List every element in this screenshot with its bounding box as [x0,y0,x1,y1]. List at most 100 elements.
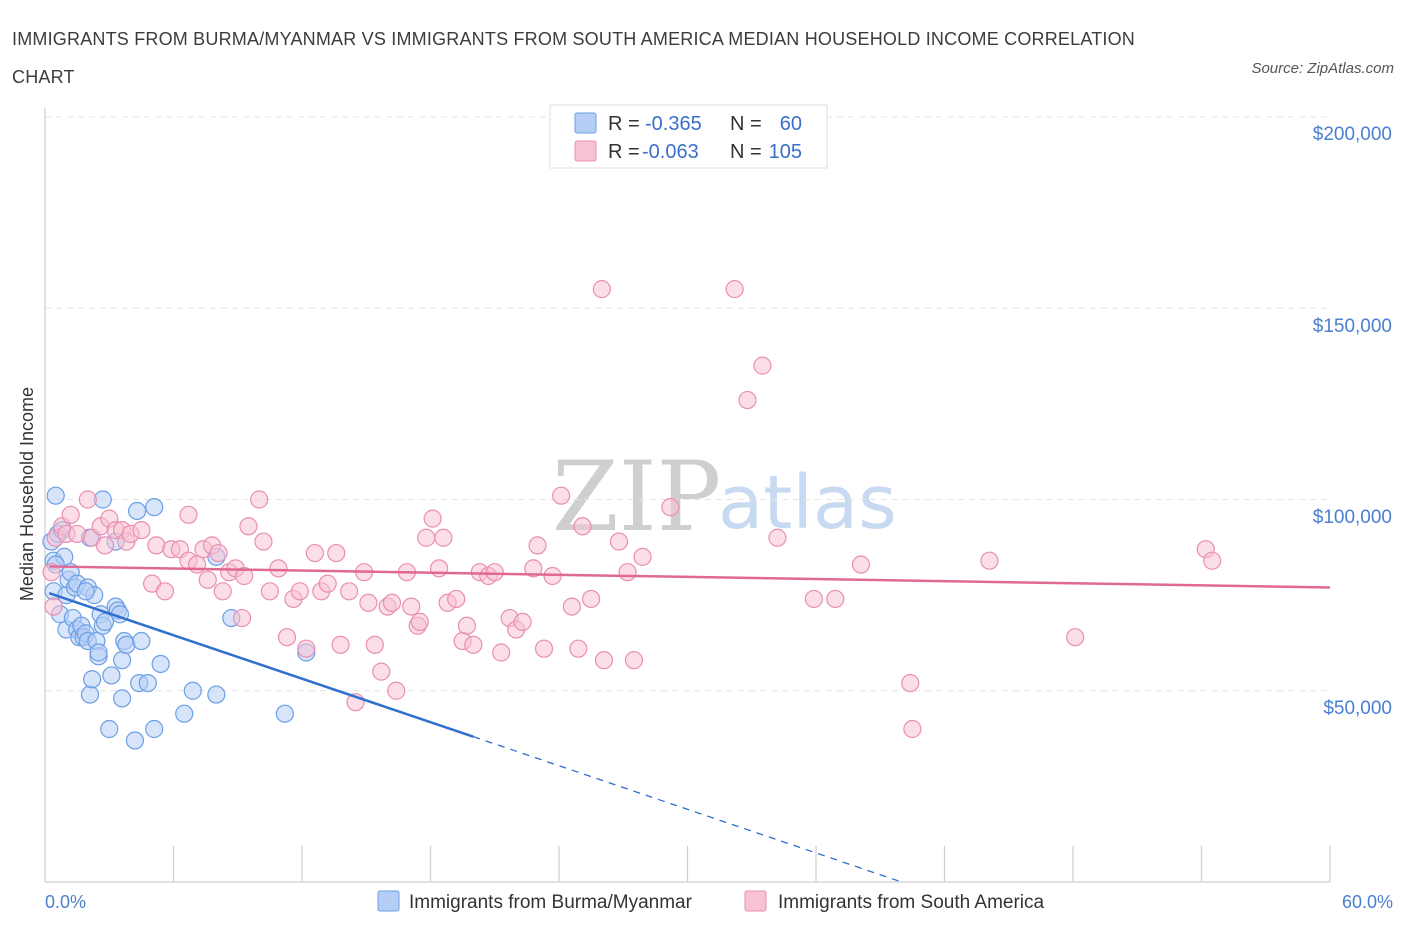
legend-n-value-2: 105 [769,141,802,163]
south-america-point-81 [552,486,571,505]
bottom-legend-swatch-burma [377,890,400,912]
south-america-point-63 [429,559,449,578]
data-points [42,280,1222,750]
south-america-point-56 [387,681,406,700]
south-america-point-26 [198,570,217,589]
south-america-point-100 [901,673,920,693]
watermark-atlas: atlas [718,460,897,546]
burma-point-47 [145,498,164,517]
south-america-point-60 [410,612,429,632]
south-america-point-62 [423,509,442,528]
south-america-point-88 [618,563,637,582]
south-america-point-58 [402,597,421,616]
south-america-point-103 [1066,628,1085,647]
south-america-point-55 [382,593,402,612]
burma-point-27 [89,643,108,662]
south-america-point-47 [331,635,350,654]
south-america-trend-line [49,565,1331,589]
burma-point-38 [112,651,132,670]
y-tick-label-100k: $100,000 [1313,507,1392,528]
south-america-point-91 [661,498,680,517]
legend-r-value-2: -0.063 [642,141,699,163]
south-america-point-99 [851,555,871,574]
legend-n-label-2: N = [730,141,762,163]
south-america-point-5 [61,505,80,524]
legend-r-value-1: -0.365 [645,113,702,135]
south-america-point-95 [804,589,823,609]
legend-r-label-2: R = [608,141,640,163]
y-tick-label-200k: $200,000 [1313,124,1392,145]
south-america-point-29 [213,582,232,601]
burma-point-46 [138,673,157,693]
south-america-point-10 [95,536,115,555]
south-america-point-51 [359,593,378,612]
y-axis-label: Median Household Income [17,387,37,601]
legend-swatch-south-america [574,140,597,162]
south-america-point-90 [633,547,652,566]
south-america-point-1 [44,597,63,616]
south-america-point-68 [457,616,477,635]
burma-point-42 [125,731,145,750]
legend-n-label-1: N = [730,113,762,135]
burma-point-33 [102,666,121,685]
south-america-point-48 [340,582,359,601]
burma-point-51 [183,681,202,700]
burma-point-52 [207,685,226,704]
burma-point-3 [46,486,65,505]
south-america-point-93 [725,280,744,299]
south-america-point-77 [524,559,543,578]
south-america-point-33 [235,566,254,586]
watermark-zip: ZIP [552,441,721,553]
burma-point-48 [145,719,164,739]
south-america-point-39 [277,628,297,647]
x-tick-label-min: 0.0% [45,892,86,912]
x-axis-ticks [172,846,1331,882]
south-america-point-85 [582,589,601,609]
burma-trend-extension [473,736,902,883]
burma-point-45 [132,631,151,651]
burma-point-41 [117,635,136,654]
south-america-point-18 [147,536,166,555]
south-america-point-28 [209,543,228,563]
south-america-point-78 [528,536,547,555]
south-america-point-89 [624,651,644,670]
south-america-point-36 [254,532,273,551]
south-america-point-84 [573,517,592,536]
series-legend: Immigrants from Burma/Myanmar Immigrants… [377,890,1045,913]
trend-lines [48,565,1331,883]
south-america-point-79 [534,639,554,658]
south-america-point-76 [513,612,532,632]
south-america-point-98 [826,589,845,609]
correlation-legend: R = -0.365 N = 60 R = -0.063 N = 105 [549,104,828,169]
burma-point-21 [80,685,100,704]
burma-point-55 [275,704,294,723]
legend-r-label-1: R = [608,113,640,135]
south-america-point-46 [327,543,346,563]
burma-point-32 [100,719,119,739]
south-america-point-32 [232,608,252,628]
south-america-point-82 [562,597,581,616]
south-america-point-92 [592,280,611,299]
south-america-point-43 [305,543,324,563]
south-america-point-73 [492,643,511,662]
south-america-point-24 [187,555,207,574]
south-america-point-64 [434,528,453,547]
south-america-point-16 [132,520,151,540]
burma-point-39 [112,689,132,708]
y-tick-label-150k: $150,000 [1313,316,1392,337]
south-america-point-66 [447,589,466,609]
south-america-point-35 [250,490,269,509]
source-label: Source: ZipAtlas.com [1251,60,1394,77]
south-america-point-96 [753,356,772,375]
south-america-point-72 [485,563,504,582]
south-america-point-0 [42,563,61,582]
south-america-point-37 [260,582,279,601]
burma-point-58 [76,582,95,601]
bottom-legend-label-burma: Immigrants from Burma/Myanmar [409,892,693,913]
x-tick-label-max: 60.0% [1342,892,1393,912]
south-america-point-34 [239,517,258,536]
burma-point-50 [175,704,194,723]
south-america-point-94 [738,390,757,410]
legend-n-value-1: 60 [780,113,802,135]
